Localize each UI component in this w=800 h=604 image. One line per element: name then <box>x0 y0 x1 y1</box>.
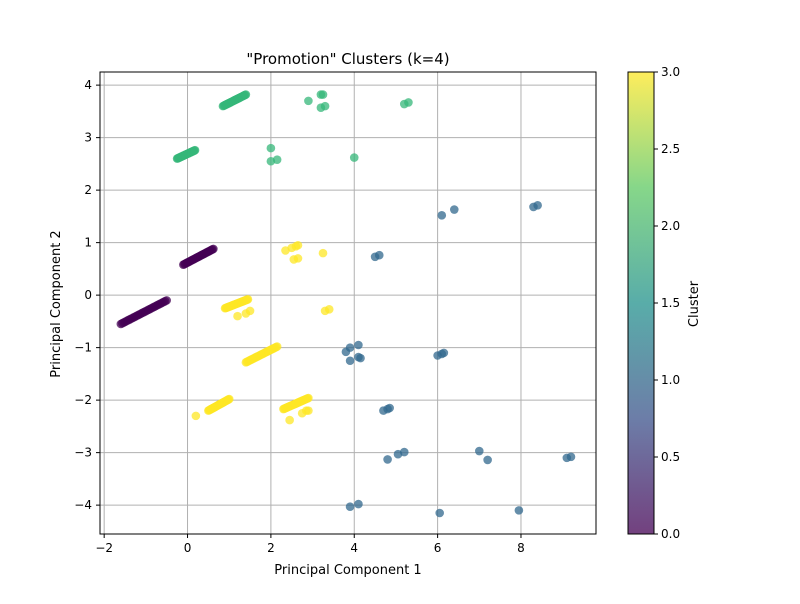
y-tick-label: 3 <box>84 131 92 145</box>
data-point <box>304 393 313 403</box>
y-tick-label: 0 <box>84 288 92 302</box>
data-point <box>435 508 444 518</box>
data-point <box>233 311 242 321</box>
colorbar-tick-label: 1.0 <box>661 373 680 387</box>
cluster-1-series <box>341 201 576 518</box>
data-point <box>483 455 492 465</box>
data-point <box>266 143 276 153</box>
data-point <box>324 305 334 314</box>
data-point <box>285 415 294 425</box>
y-axis-label: Principal Component 2 <box>49 230 64 377</box>
data-point <box>354 499 363 509</box>
data-point <box>437 211 447 220</box>
colorbar-label: Cluster <box>687 280 702 327</box>
data-point <box>354 340 363 350</box>
data-point <box>566 452 576 462</box>
x-tick-label: 8 <box>517 541 525 555</box>
y-tick-label: −3 <box>74 446 92 460</box>
data-point <box>293 240 303 250</box>
data-point <box>224 394 234 404</box>
data-point <box>190 145 200 155</box>
data-point <box>320 101 330 111</box>
x-tick-label: 2 <box>267 541 275 555</box>
y-tick-label: −1 <box>74 341 92 355</box>
chart-title: "Promotion" Clusters (k=4) <box>246 50 449 68</box>
data-point <box>439 348 449 358</box>
x-tick-label: 4 <box>350 541 358 555</box>
data-point <box>245 306 255 316</box>
colorbar-tick-label: 1.5 <box>661 296 680 310</box>
data-point <box>383 455 392 464</box>
cluster-3-series <box>191 240 334 425</box>
data-point <box>404 98 413 107</box>
colorbar-gradient <box>628 72 654 534</box>
colorbar-tick-label: 2.5 <box>661 142 680 156</box>
cluster-0-series <box>116 244 218 329</box>
colorbar-tick-label: 3.0 <box>661 65 680 79</box>
data-point <box>272 342 282 351</box>
data-point <box>374 250 384 260</box>
x-tick-label: −2 <box>95 541 113 555</box>
colorbar-tick-label: 0.0 <box>661 527 680 541</box>
data-point <box>385 403 394 413</box>
data-point <box>449 205 459 214</box>
data-point <box>345 502 355 512</box>
colorbar-tick-label: 2.0 <box>661 219 680 233</box>
cluster-2-series <box>172 90 413 166</box>
data-point <box>241 90 251 99</box>
y-tick-label: −4 <box>74 498 92 512</box>
data-point <box>399 447 409 457</box>
y-tick-label: 2 <box>84 183 92 197</box>
data-point <box>318 90 328 99</box>
data-point <box>162 296 171 305</box>
y-tick-label: 4 <box>84 78 92 92</box>
data-point <box>209 244 218 254</box>
colorbar-tick-label: 0.5 <box>661 450 680 464</box>
plot-frame <box>99 71 597 535</box>
x-axis-label: Principal Component 1 <box>274 563 421 578</box>
x-tick-label: 6 <box>434 541 442 555</box>
data-point <box>304 96 313 106</box>
data-point <box>293 254 303 263</box>
data-point <box>356 353 365 363</box>
data-point <box>272 155 282 164</box>
data-point <box>191 411 201 421</box>
data-point <box>533 201 542 210</box>
data-point <box>349 153 359 162</box>
data-point <box>514 506 524 515</box>
data-point <box>318 248 328 258</box>
y-tick-label: −2 <box>74 393 92 407</box>
x-tick-label: 0 <box>184 541 192 555</box>
data-point <box>345 356 355 366</box>
data-point <box>243 295 253 304</box>
y-tick-label: 1 <box>84 236 92 250</box>
data-point <box>341 347 351 357</box>
data-point <box>474 446 484 456</box>
data-point <box>304 406 313 415</box>
